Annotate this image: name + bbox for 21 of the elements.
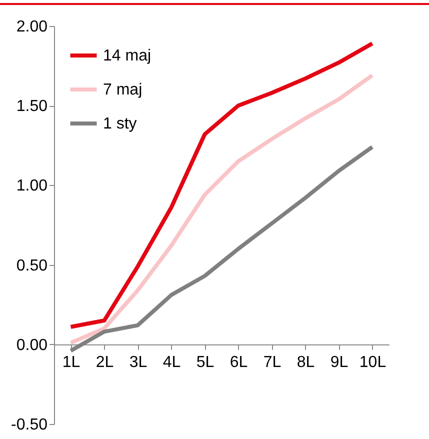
x-tick-label: 6L <box>230 354 248 371</box>
line-series <box>68 42 374 329</box>
x-tick-label: 2L <box>96 354 114 371</box>
x-tick-label: 10L <box>359 354 386 371</box>
x-tick-label: 4L <box>162 354 181 371</box>
y-tick-label: -0.50 <box>11 416 48 434</box>
legend-label: 1 sty <box>103 116 137 132</box>
y-tick-label: 1.50 <box>16 98 48 116</box>
y-tick-label: 1.00 <box>16 178 48 195</box>
y-tick-label: 0.50 <box>16 257 48 274</box>
x-tick-label: 5L <box>196 354 214 371</box>
x-tick-label: 9L <box>330 354 348 371</box>
legend-label: 14 maj <box>103 48 152 64</box>
x-tick-label: 1L <box>62 354 80 371</box>
x-tick-label: 3L <box>129 354 148 371</box>
y-tick-label: 2.00 <box>16 18 48 36</box>
line-series <box>68 73 374 345</box>
x-tick-label: 7L <box>263 354 282 371</box>
x-tick-label: 8L <box>296 354 315 371</box>
legend-label: 7 maj <box>103 82 142 98</box>
y-tick-label: 0.00 <box>16 336 48 354</box>
